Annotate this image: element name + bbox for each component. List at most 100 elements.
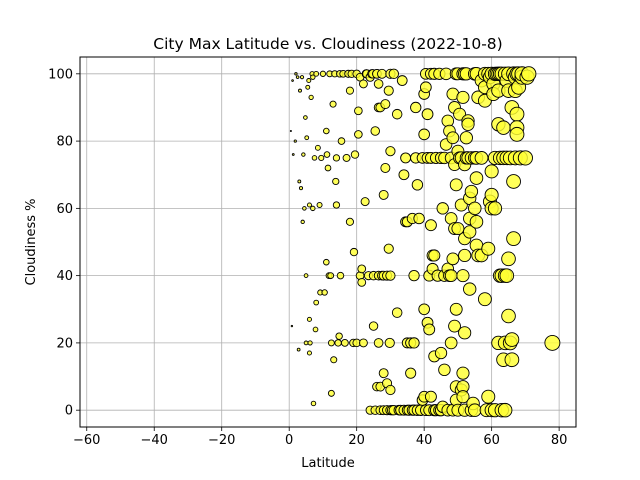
data-point [501,251,516,267]
data-point [487,201,503,216]
data-point [313,299,320,306]
data-point [469,171,484,185]
data-point [316,201,323,208]
data-point [391,108,403,120]
data-point [373,338,384,348]
data-point [385,146,396,157]
data-point [419,81,432,94]
data-point [484,164,499,179]
data-point [504,332,520,347]
data-point [305,84,311,90]
data-point [323,258,330,266]
data-point [302,206,307,211]
data-point [459,131,473,145]
data-point [501,308,516,324]
data-point [468,201,482,216]
data-point [446,252,460,266]
data-point [456,366,470,380]
data-point [357,264,367,274]
y-axis-ticks: 0 20 40 60 80 100 [48,67,80,419]
data-point [461,117,475,131]
x-axis-ticks: −60 −40 −20 0 20 40 60 80 [73,427,567,448]
data-point [418,303,430,316]
data-point [304,135,310,141]
data-point [378,368,389,379]
data-point [298,88,302,93]
data-point [295,75,300,79]
x-tick-label: 80 [551,433,568,448]
data-point [308,94,314,100]
data-point [300,219,305,224]
data-point [296,347,301,352]
data-point [350,150,360,159]
data-point [336,271,345,280]
data-point [299,75,305,80]
data-point [298,186,304,191]
y-tick-label: 0 [65,404,73,419]
data-point [358,79,368,89]
data-point [456,90,470,104]
data-point [391,307,403,318]
data-point [421,108,434,121]
data-point [327,339,335,347]
data-point [303,273,309,278]
data-point [332,154,341,162]
data-point [388,68,399,80]
data-point [327,389,335,397]
data-point [398,169,410,181]
data-point [335,332,343,340]
data-point [301,152,306,157]
y-tick-label: 20 [56,336,73,351]
data-point [499,268,515,283]
data-point [354,130,363,139]
data-point [456,269,470,283]
data-point [497,402,513,418]
x-axis-label: Latitude [301,456,355,471]
y-tick-label: 40 [56,269,73,284]
data-point [444,269,458,282]
data-point [321,289,328,296]
data-point [306,78,312,84]
data-point [451,222,465,236]
chart-title: City Max Latitude vs. Cloudiness (2022-1… [153,35,502,53]
data-point [349,247,359,257]
data-point [290,324,294,328]
data-points [289,66,561,418]
data-point [303,115,308,120]
data-point [323,151,331,158]
data-point [463,225,477,239]
data-point [323,127,330,135]
y-tick-label: 60 [56,202,73,217]
data-point [345,86,354,95]
data-point [383,243,394,254]
data-point [408,270,420,282]
data-point [345,217,354,226]
data-point [446,131,460,145]
data-point [291,79,294,82]
data-point [521,66,537,82]
y-tick-label: 100 [48,67,73,82]
data-point [458,326,472,340]
data-point [384,337,395,348]
data-point [368,321,379,331]
data-point [310,74,316,80]
data-point [396,75,408,86]
data-point [456,390,470,404]
data-point [289,129,292,133]
data-point [370,126,380,136]
data-point [509,126,525,142]
data-point [358,338,368,348]
data-point [334,339,342,347]
data-point [428,249,441,262]
y-tick-label: 80 [56,135,73,150]
data-point [449,302,463,316]
data-point [385,384,396,396]
data-point [449,178,463,192]
x-tick-label: −60 [73,433,100,448]
data-point [319,70,327,77]
data-point [413,212,425,225]
data-point [314,144,321,151]
data-point [294,72,298,76]
data-point [477,292,492,307]
